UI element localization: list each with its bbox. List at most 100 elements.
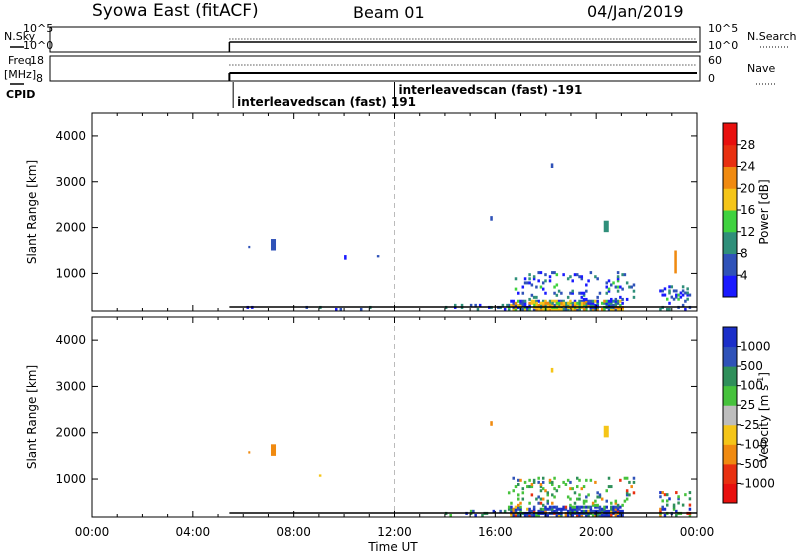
scatter-cell <box>598 291 602 295</box>
scatter-cell <box>659 507 662 511</box>
scatter-cell <box>585 478 588 482</box>
scatter-cell <box>576 301 579 305</box>
scatter-cell <box>614 507 618 511</box>
scatter-cell <box>539 301 543 305</box>
scatter-cell <box>665 493 669 497</box>
scatter-cell <box>569 291 572 295</box>
scatter-cell <box>523 303 527 307</box>
scatter-cell <box>541 299 545 303</box>
scatter-cell <box>535 299 538 303</box>
scatter-cell <box>665 499 669 503</box>
scatter-cell <box>591 501 595 505</box>
scatter-cell <box>521 285 525 289</box>
scatter-cell <box>621 308 624 311</box>
scatter-cell <box>569 487 572 491</box>
scatter-cell <box>668 301 671 305</box>
scatter-cell <box>551 501 554 505</box>
velocity-data-points <box>248 367 692 517</box>
scatter-cell <box>555 505 559 509</box>
scatter-cell <box>582 299 586 303</box>
scatter-cell <box>616 308 620 311</box>
scatter-cell <box>605 514 608 517</box>
power-y-axis-label: Slant Range [km] <box>25 160 39 264</box>
scatter-cell <box>670 295 674 299</box>
scatter-cell <box>668 285 671 289</box>
scatter-cell <box>542 303 545 307</box>
scatter-cell <box>548 279 552 283</box>
scatter-cell <box>605 505 608 509</box>
scatter-cell <box>580 301 584 305</box>
scatter-cell <box>632 289 636 293</box>
x-tick-label: 04:00 <box>176 525 211 539</box>
scatter-cell <box>582 297 586 301</box>
scatter-cell <box>665 503 669 507</box>
scatter-cell <box>582 499 586 503</box>
scatter-cell <box>605 291 608 295</box>
scatter-cell <box>677 495 680 499</box>
scatter-cell <box>589 505 593 509</box>
scatter-cell <box>616 507 620 511</box>
scatter-cell <box>507 505 511 509</box>
scatter-cell <box>532 295 536 299</box>
scatter-cell <box>535 295 538 299</box>
scatter-cell <box>632 295 636 299</box>
scatter-cell <box>612 281 615 285</box>
y-tick-label: 3000 <box>55 379 86 393</box>
scatter-cell <box>555 273 559 277</box>
scatter-cell <box>517 503 520 507</box>
scatter-cell <box>607 289 611 293</box>
scatter-cell <box>519 507 522 511</box>
cpid-entry-2: interleavedscan (fast) -191 <box>399 83 583 97</box>
scatter-cell <box>596 277 599 281</box>
scatter-cell <box>555 509 559 513</box>
scatter-cell <box>472 509 475 513</box>
scatter-cell <box>551 482 554 486</box>
scatter-cell <box>585 301 588 305</box>
scatter-cell <box>526 281 529 285</box>
scatter-cell <box>612 299 615 303</box>
scatter-cell <box>607 485 611 489</box>
scatter-cell <box>614 301 618 305</box>
scatter-cell <box>562 273 565 277</box>
scatter-cell <box>607 303 611 307</box>
scatter-cell <box>541 476 545 480</box>
scatter-cell <box>614 501 618 505</box>
scatter-cell <box>580 275 584 279</box>
scatter-cell <box>589 308 593 311</box>
scatter-cell <box>610 299 613 303</box>
scatter-cell <box>663 493 667 497</box>
scatter-cell <box>582 509 586 513</box>
scatter-cell <box>562 301 566 305</box>
scatter-cell <box>668 289 671 293</box>
scatter-cell <box>530 293 534 297</box>
scatter-cell <box>616 509 620 513</box>
scatter-cell <box>539 482 543 486</box>
velocity-y-axis-label: Slant Range [km] <box>25 365 39 469</box>
scatter-cell <box>576 505 579 509</box>
scatter-streak <box>376 255 380 258</box>
scatter-cell <box>684 308 687 311</box>
scatter-cell <box>587 514 590 517</box>
scatter-cell <box>544 279 547 283</box>
scatter-cell <box>594 308 597 311</box>
scatter-cell <box>578 493 581 497</box>
scatter-cell <box>541 480 545 484</box>
scatter-cell <box>591 503 595 507</box>
scatter-cell <box>569 503 572 507</box>
scatter-cell <box>591 303 595 307</box>
nsky-label: N.Sky <box>4 30 36 43</box>
scatter-cell <box>555 308 559 311</box>
scatter-cell <box>523 308 527 311</box>
scatter-cell <box>528 273 531 277</box>
colorbar-swatch <box>723 123 737 146</box>
scatter-cell <box>610 505 613 509</box>
scatter-cell <box>625 491 629 495</box>
x-tick-label: 00:00 <box>75 525 110 539</box>
scatter-cell <box>612 505 615 509</box>
scatter-cell <box>614 499 618 503</box>
colorbar-tick-label: 28 <box>740 138 755 152</box>
scatter-cell <box>573 303 577 307</box>
scatter-cell <box>616 514 620 517</box>
freq-tick-top: 18 <box>30 54 44 67</box>
scatter-cell <box>544 301 547 305</box>
